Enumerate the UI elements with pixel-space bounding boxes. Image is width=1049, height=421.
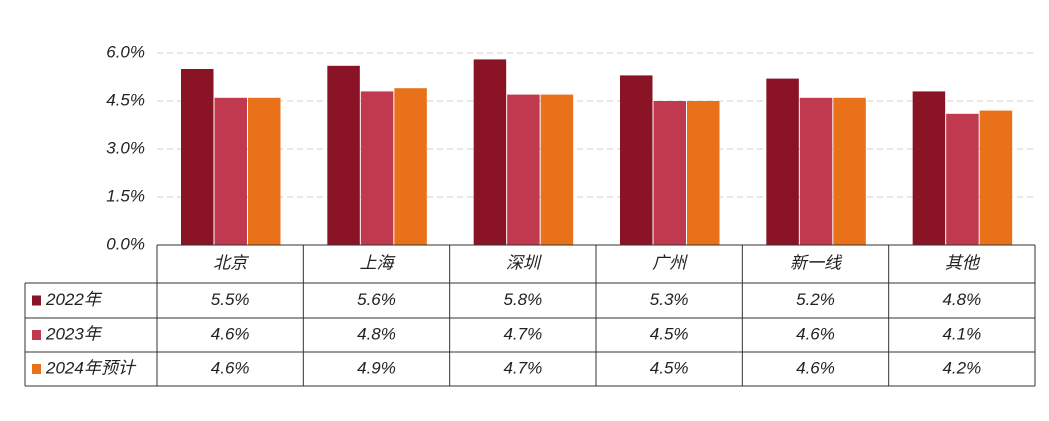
table-value: 5.8% [503, 290, 542, 309]
table-value: 4.6% [211, 324, 250, 343]
legend-swatch [32, 295, 41, 306]
y-tick-label: 0.0% [106, 234, 145, 253]
x-tick-label: 上海 [360, 253, 397, 272]
table-value: 4.9% [357, 358, 396, 377]
bar [248, 97, 281, 245]
legend-label: 2022年 [45, 290, 103, 309]
table-value: 4.6% [796, 324, 835, 343]
bar [214, 97, 247, 245]
table-value: 5.2% [796, 290, 835, 309]
legend-label: 2023年 [45, 324, 103, 343]
x-tick-label: 北京 [213, 253, 249, 272]
bar [979, 110, 1013, 245]
bar [946, 113, 979, 245]
bar [394, 88, 427, 245]
table-value: 4.1% [942, 324, 981, 343]
table-value: 5.6% [357, 290, 396, 309]
table-value: 4.8% [942, 290, 981, 309]
table-value: 4.2% [942, 358, 981, 377]
table-value: 4.5% [650, 324, 689, 343]
bar [766, 78, 799, 245]
table-value: 4.7% [503, 324, 542, 343]
bar [799, 97, 833, 245]
x-tick-label: 其他 [945, 253, 981, 272]
bar [327, 65, 360, 245]
legend-swatch [32, 364, 41, 374]
y-tick-label: 4.5% [106, 90, 145, 109]
bar [181, 69, 214, 245]
bar [912, 91, 946, 246]
table-value: 4.6% [211, 358, 250, 377]
table-value: 4.5% [650, 358, 689, 377]
x-tick-label: 新一线 [790, 253, 843, 272]
bar [360, 91, 394, 246]
table-value: 5.5% [211, 290, 250, 309]
bar [540, 94, 574, 245]
y-tick-label: 6.0% [106, 42, 145, 61]
legend-swatch [32, 330, 41, 340]
y-tick-label: 1.5% [106, 186, 145, 205]
bar [833, 97, 866, 245]
bar [620, 75, 653, 246]
table-value: 5.3% [650, 290, 689, 309]
table-value: 4.8% [357, 324, 396, 343]
bar [653, 101, 686, 245]
bar [687, 101, 720, 245]
x-tick-label: 广州 [652, 253, 688, 272]
legend-label: 2024年预计 [45, 358, 137, 377]
table-value: 4.7% [503, 358, 542, 377]
table-value: 4.6% [796, 358, 835, 377]
bar [507, 94, 540, 245]
x-tick-label: 深圳 [506, 253, 543, 272]
bar [473, 59, 507, 246]
y-tick-label: 3.0% [106, 138, 145, 157]
